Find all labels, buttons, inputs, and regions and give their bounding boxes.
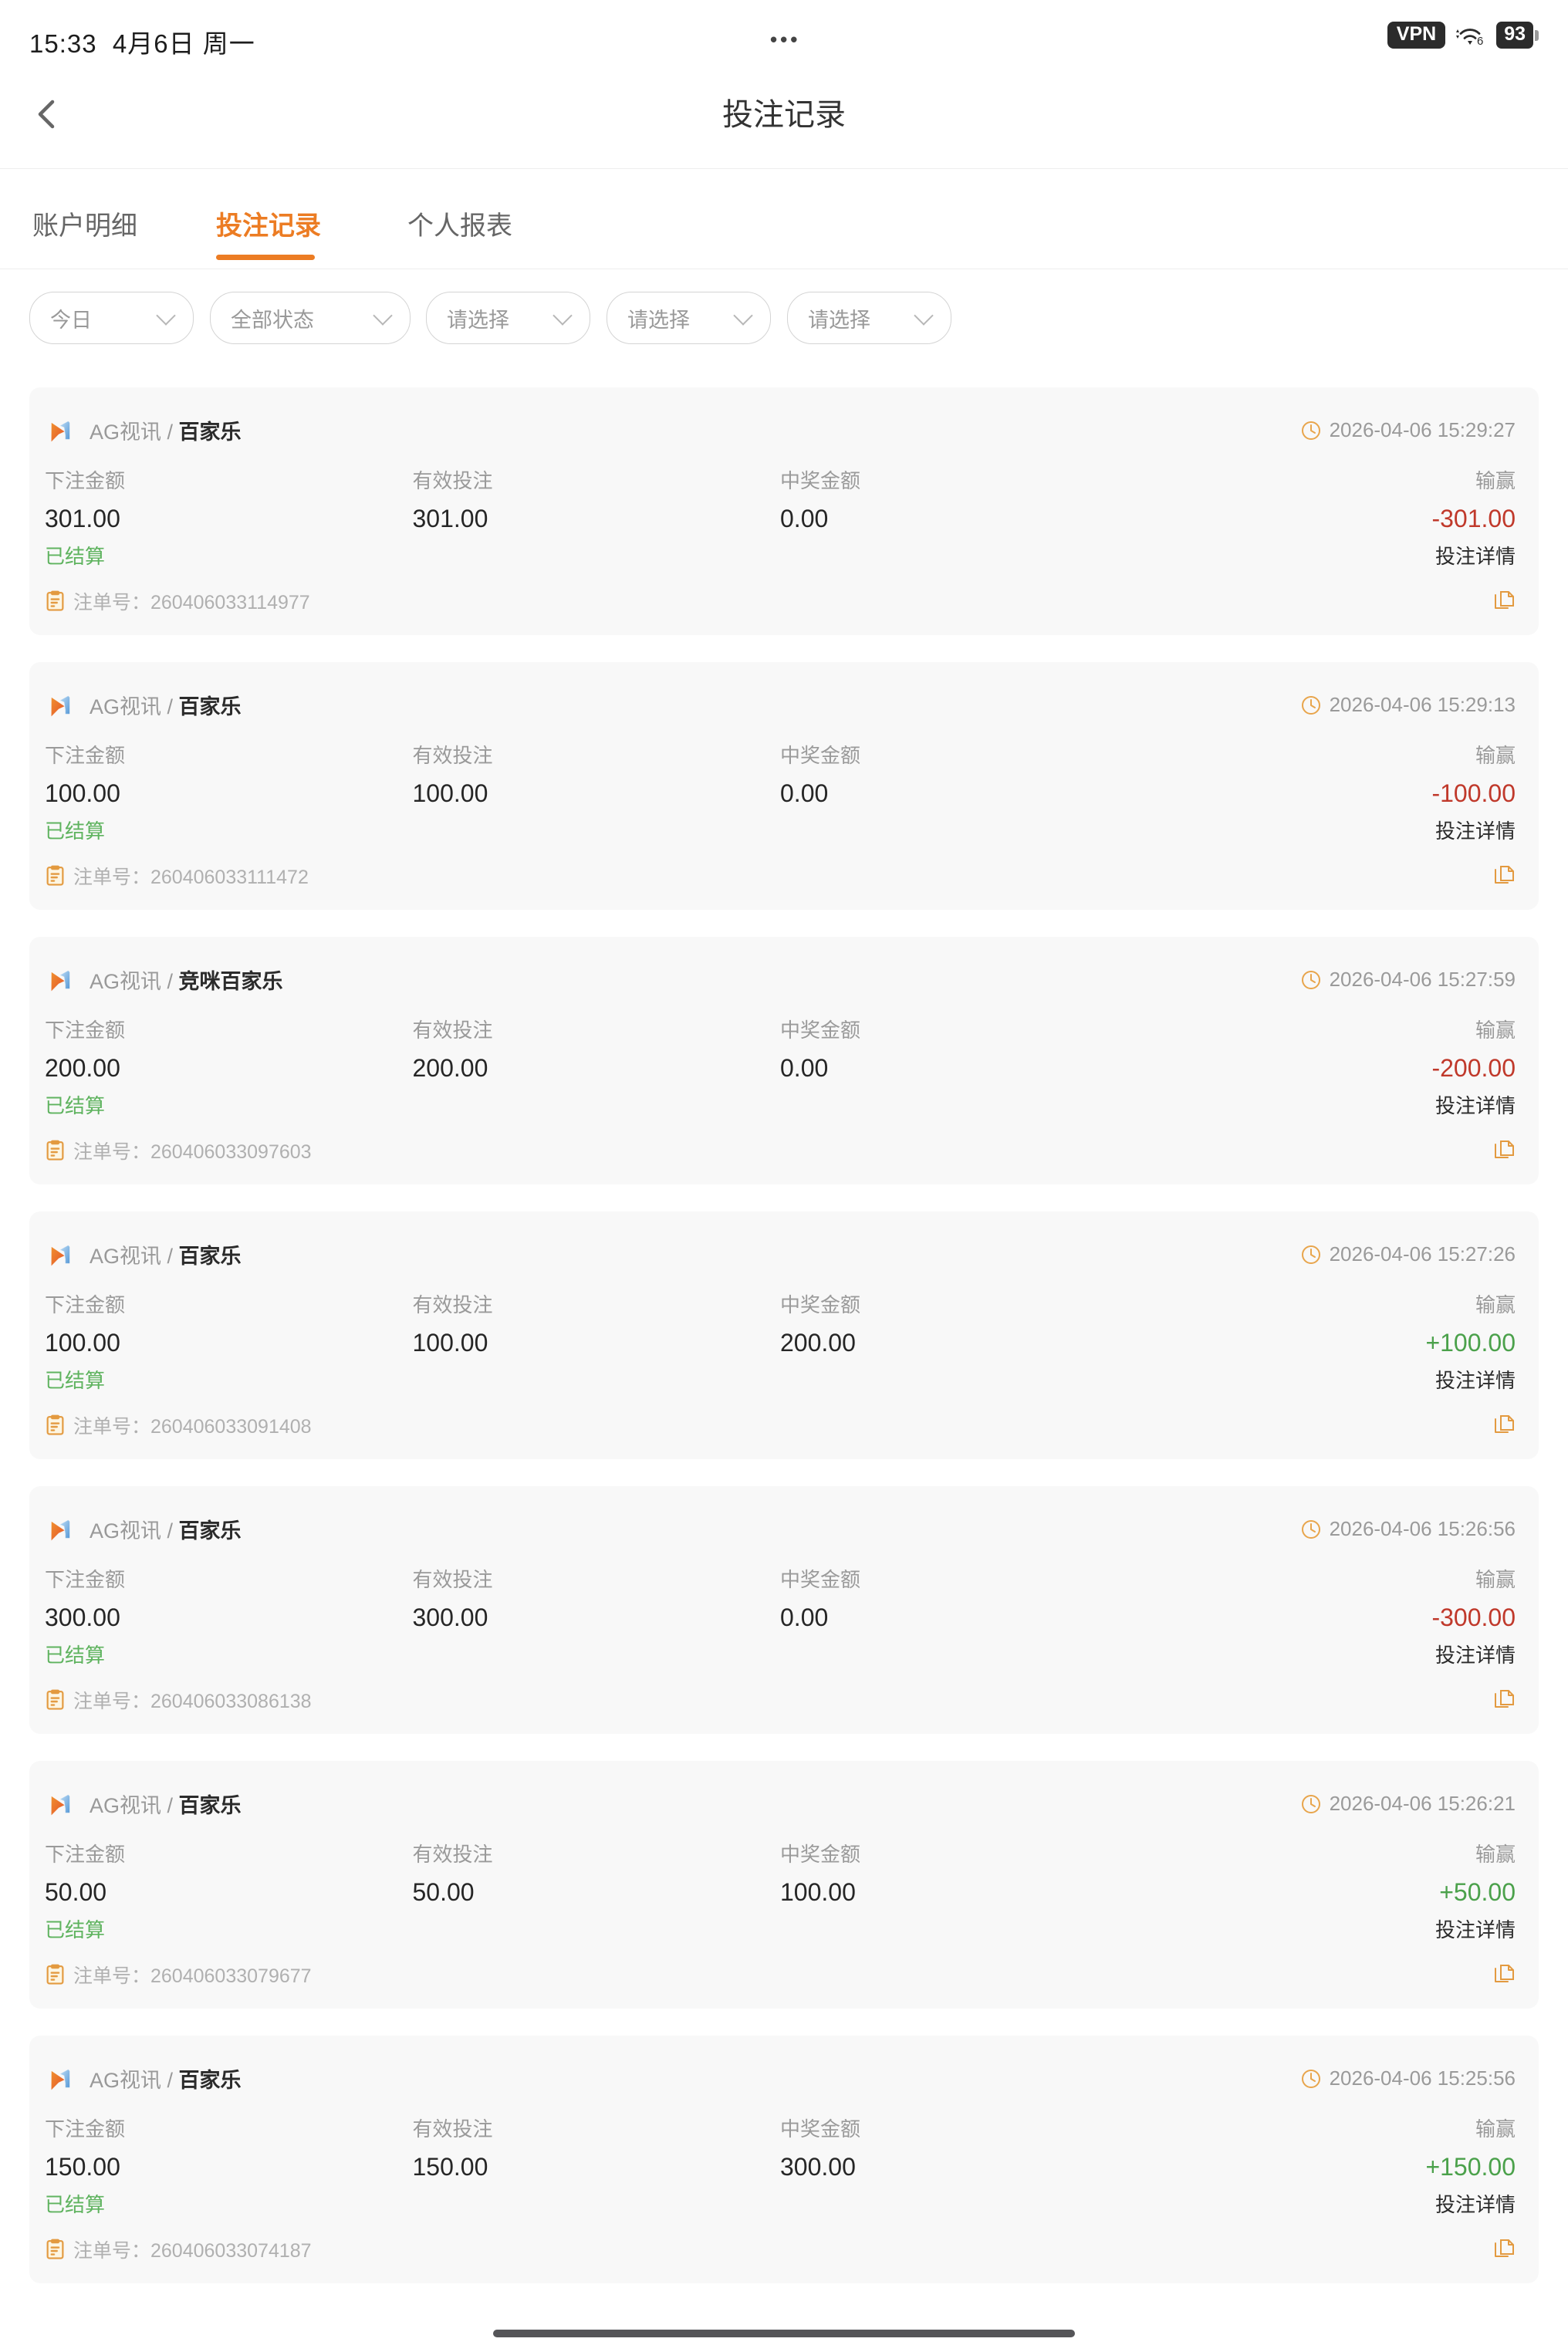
svg-text:6: 6 [1477,35,1483,47]
